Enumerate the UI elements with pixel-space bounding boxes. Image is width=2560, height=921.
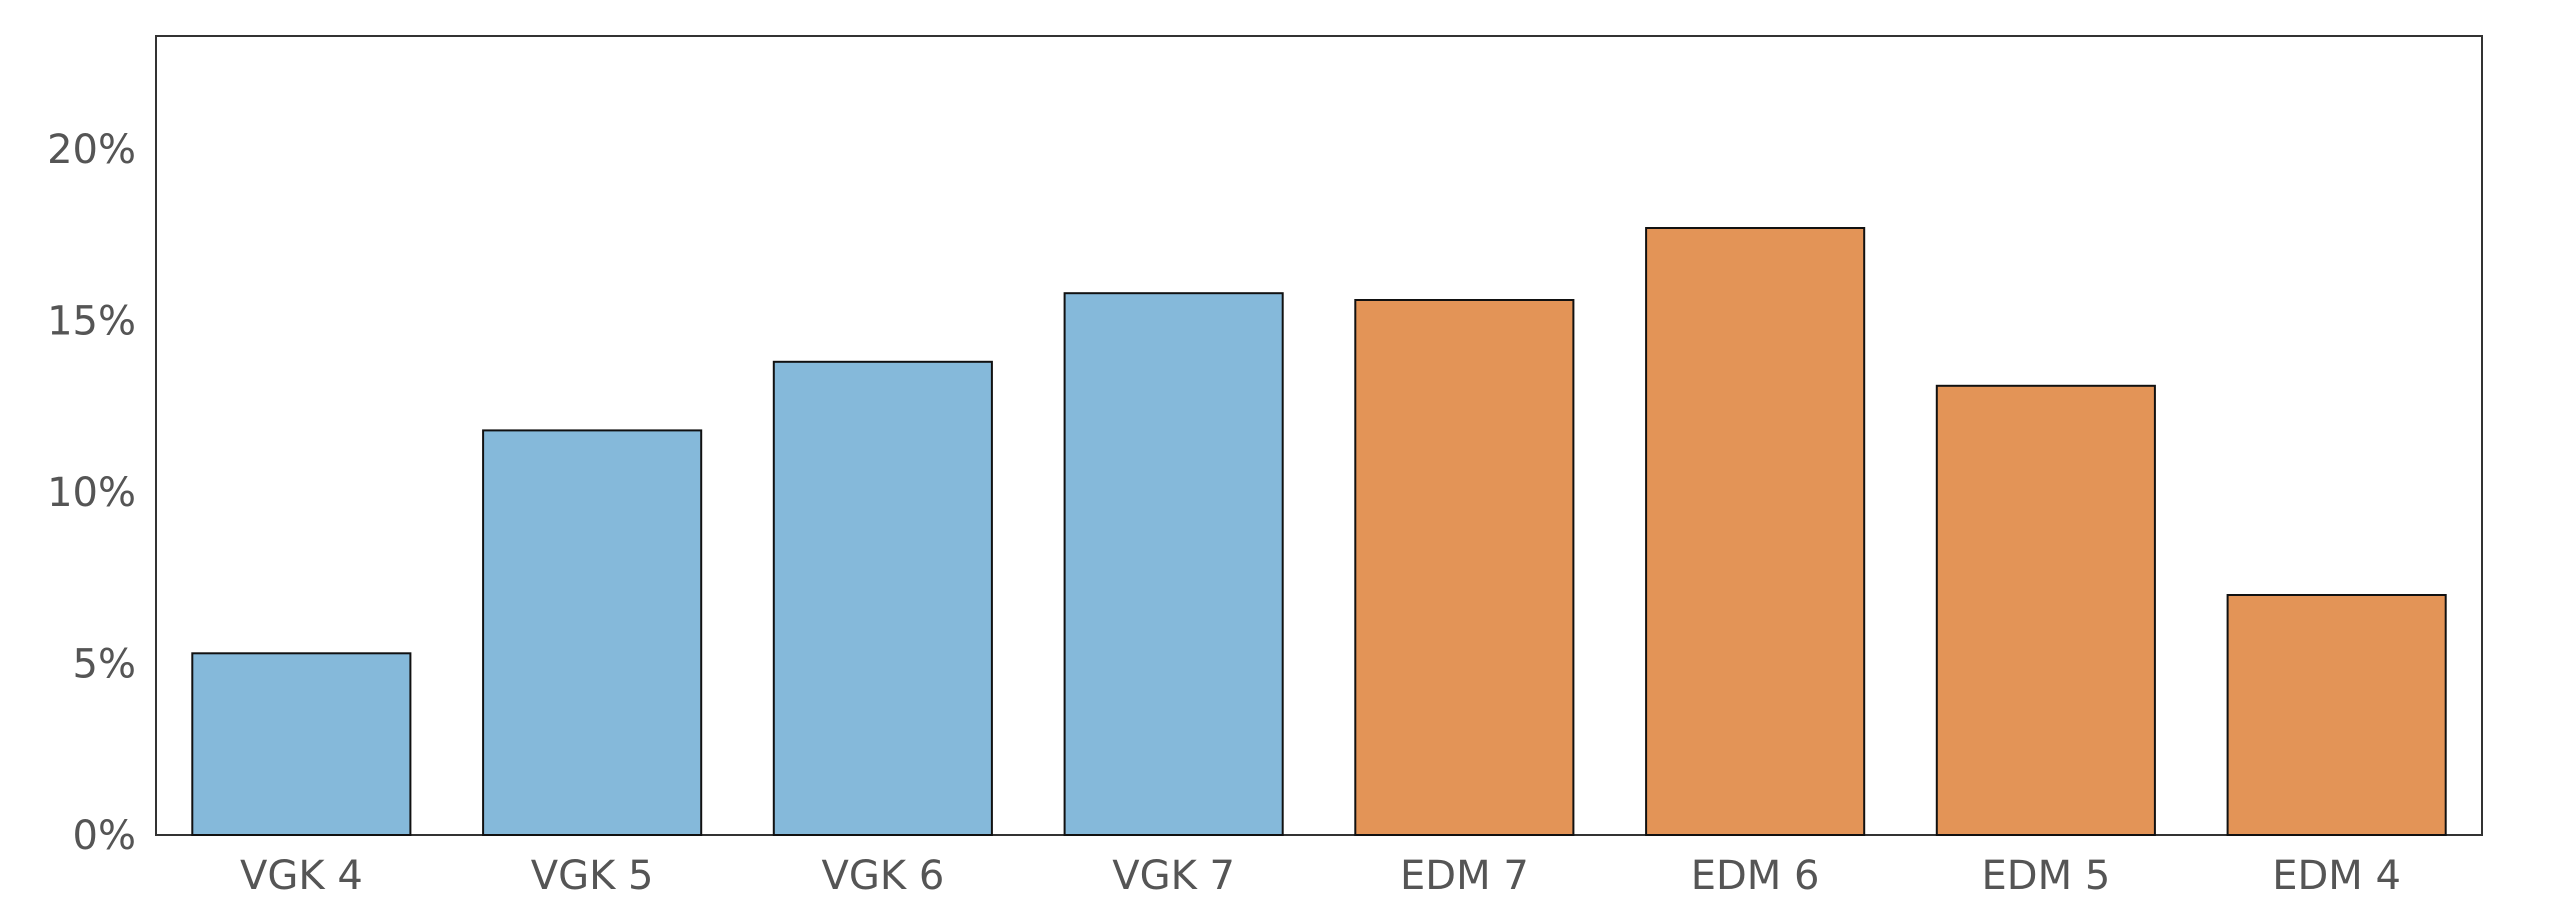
- x-tick-label: EDM 4: [2272, 853, 2401, 899]
- bar-edm-4: [2226, 594, 2447, 836]
- y-tick-label: 0%: [73, 813, 136, 859]
- plot-area-frame: [155, 35, 2483, 836]
- bar-vgk-5: [482, 429, 703, 836]
- x-tick-label: EDM 7: [1400, 853, 1529, 899]
- y-axis-tick-labels: 0% 5% 10% 15% 20%: [47, 127, 136, 859]
- bar-vgk-4: [191, 652, 412, 836]
- x-tick-label: EDM 5: [1982, 853, 2111, 899]
- y-tick-label: 5%: [73, 642, 136, 688]
- y-tick-label: 10%: [47, 470, 136, 516]
- x-tick-label: VGK 6: [822, 853, 945, 899]
- bar-edm-7: [1354, 299, 1575, 836]
- x-tick-label: VGK 4: [240, 853, 363, 899]
- bar-edm-6: [1645, 227, 1866, 836]
- bar-vgk-7: [1063, 292, 1284, 836]
- x-tick-label: VGK 5: [531, 853, 654, 899]
- bar-vgk-6: [772, 360, 993, 836]
- x-axis-tick-labels: VGK 4 VGK 5 VGK 6 VGK 7 EDM 7 EDM 6 EDM 5 EDM 4: [240, 853, 2401, 899]
- y-tick-label: 20%: [47, 127, 136, 173]
- bars-group: [191, 227, 2447, 836]
- x-tick-label: VGK 7: [1112, 853, 1235, 899]
- x-tick-label: EDM 6: [1691, 853, 1820, 899]
- y-tick-label: 15%: [47, 299, 136, 345]
- bar-edm-5: [1935, 384, 2156, 836]
